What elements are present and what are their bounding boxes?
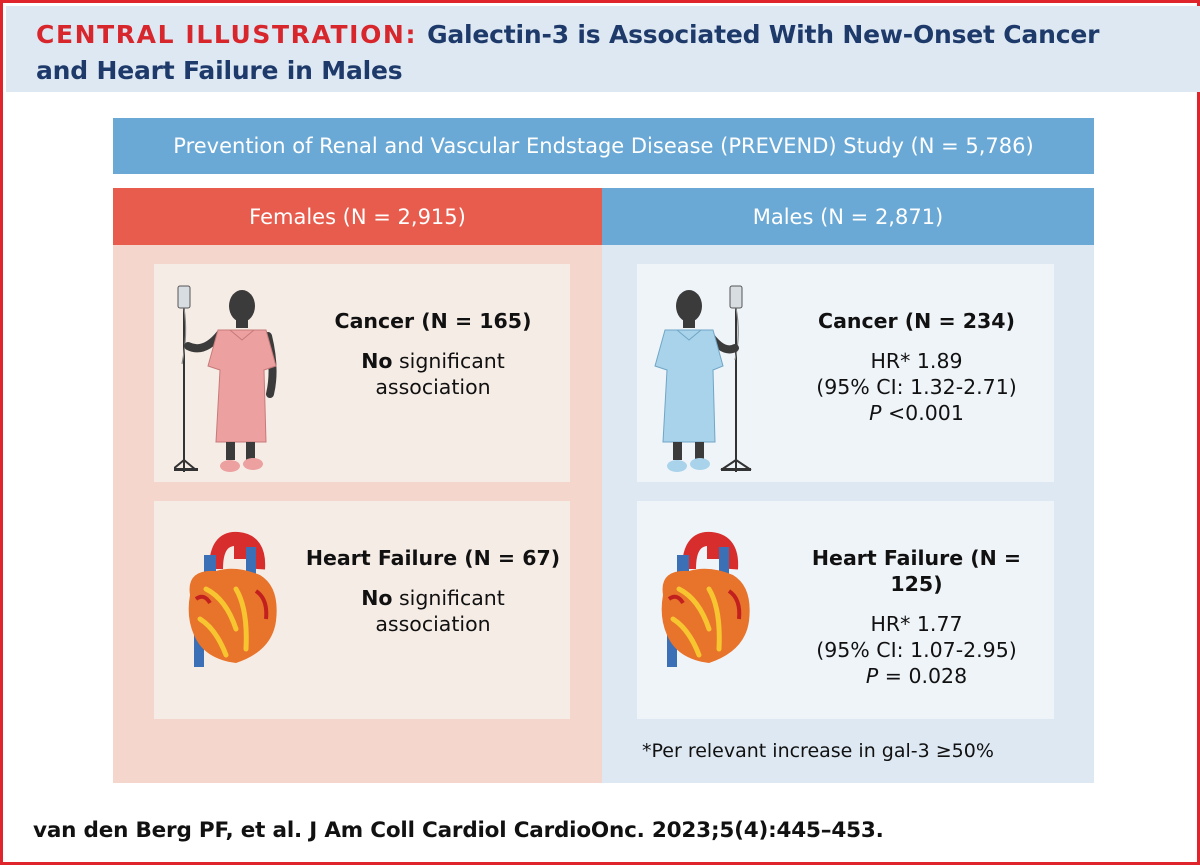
male-cancer-card: Cancer (N = 234) HR* 1.89 (95% CI: 1.32-…	[637, 264, 1054, 482]
male-cancer-ci: (95% CI: 1.32-2.71)	[816, 375, 1017, 399]
female-cancer-result-line1: No significant	[304, 348, 562, 374]
citation: van den Berg PF, et al. J Am Coll Cardio…	[33, 818, 884, 843]
male-cancer-p-symbol: P	[869, 401, 882, 425]
males-header: Males (N = 2,871)	[602, 188, 1094, 245]
female-cancer-significant: significant	[392, 349, 505, 373]
female-cancer-title: Cancer (N = 165)	[334, 309, 532, 333]
female-hf-result-line1: No significant	[304, 585, 562, 611]
male-cancer-p-value: <0.001	[881, 401, 964, 425]
females-header: Females (N = 2,915)	[113, 188, 602, 245]
footnote: *Per relevant increase in gal-3 ≥50%	[642, 740, 994, 762]
females-column: Females (N = 2,915)	[113, 188, 602, 783]
male-hf-hr: HR* 1.77	[870, 612, 963, 636]
male-cancer-title: Cancer (N = 234)	[818, 309, 1015, 333]
male-cancer-hr: HR* 1.89	[870, 349, 963, 373]
female-hf-no: No	[361, 586, 393, 610]
female-hf-title: Heart Failure (N = 67)	[305, 546, 561, 570]
central-illustration-label: CENTRAL ILLUSTRATION:	[36, 20, 418, 49]
female-hf-significant: significant	[392, 586, 505, 610]
study-banner: Prevention of Renal and Vascular Endstag…	[113, 118, 1094, 174]
female-cancer-no: No	[361, 349, 393, 373]
male-patient-icon	[654, 285, 752, 472]
heart-icon	[661, 531, 750, 667]
header-banner: CENTRAL ILLUSTRATION: Galectin-3 is Assoc…	[6, 6, 1200, 92]
female-hf-result-line2: association	[375, 612, 491, 636]
male-cancer-p: P <0.001	[787, 400, 1046, 426]
male-hf-title: Heart Failure (N = 125)	[811, 546, 1022, 596]
males-column: Males (N = 2,871)	[602, 188, 1094, 783]
header-title-text: Galectin-3 is Associated With New-Onset …	[427, 20, 1100, 49]
female-cancer-card: Cancer (N = 165) No significant associat…	[154, 264, 570, 482]
female-patient-icon	[174, 285, 277, 472]
female-cancer-result-line2: association	[375, 375, 491, 399]
male-hf-p-symbol: P	[865, 664, 879, 688]
male-heart-failure-card: Heart Failure (N = 125) HR* 1.77 (95% CI…	[637, 501, 1054, 719]
male-hf-p-value: = 0.028	[878, 664, 968, 688]
male-hf-p: P = 0.028	[787, 663, 1046, 689]
male-cancer-text: Cancer (N = 234) HR* 1.89 (95% CI: 1.32-…	[787, 308, 1046, 426]
male-hf-text: Heart Failure (N = 125) HR* 1.77 (95% CI…	[787, 545, 1046, 689]
male-hf-ci: (95% CI: 1.07-2.95)	[816, 638, 1017, 662]
header-title-line2: and Heart Failure in Males	[36, 56, 403, 85]
female-heart-failure-card: Heart Failure (N = 67) No significant as…	[154, 501, 570, 719]
female-cancer-text: Cancer (N = 165) No significant associat…	[304, 308, 562, 400]
heart-icon	[188, 531, 277, 667]
female-hf-text: Heart Failure (N = 67) No significant as…	[304, 545, 562, 637]
header-title-line1: CENTRAL ILLUSTRATION: Galectin-3 is Assoc…	[36, 20, 1099, 49]
